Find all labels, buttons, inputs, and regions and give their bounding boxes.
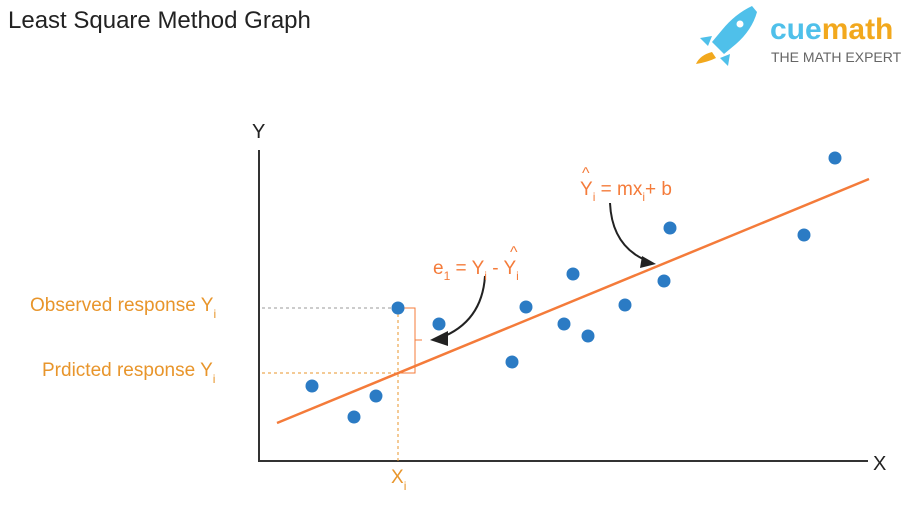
rocket-icon	[696, 6, 757, 66]
data-point	[391, 301, 405, 315]
data-point	[566, 267, 580, 281]
data-point	[557, 317, 571, 331]
line-eq-arrow	[609, 202, 651, 263]
svg-text:cuemath: cuemath	[770, 13, 893, 46]
axes: Y X	[252, 121, 886, 475]
line-equation: Yi = mxi+ b	[580, 179, 672, 204]
error-hat: ^	[510, 244, 518, 261]
data-point	[305, 379, 319, 393]
predicted-label: Prdicted response Yi	[42, 360, 215, 386]
y-axis-label: Y	[252, 121, 265, 143]
xi-label: Xi	[391, 467, 406, 493]
error-arrow	[439, 275, 486, 339]
data-point	[828, 151, 842, 165]
data-point	[618, 298, 632, 312]
data-point	[657, 274, 671, 288]
data-points	[305, 151, 842, 424]
error-equation: e1 = Yi - Yi	[433, 258, 519, 283]
line-eq-hat: ^	[582, 165, 590, 182]
diagram-title: Least Square Method Graph	[8, 7, 311, 34]
data-point	[505, 355, 519, 369]
data-point	[519, 300, 533, 314]
logo-cue: cue	[770, 13, 822, 46]
logo-math: math	[822, 13, 894, 46]
data-point	[347, 410, 361, 424]
regression-line	[276, 177, 870, 425]
guides	[262, 307, 422, 461]
data-point	[663, 221, 677, 235]
data-point	[432, 317, 446, 331]
x-axis-label: X	[873, 453, 886, 475]
logo-tagline: THE MATH EXPERT	[771, 49, 902, 65]
cuemath-logo: cuemath THE MATH EXPERT	[696, 6, 902, 66]
residual-bracket	[398, 307, 422, 374]
data-point	[369, 389, 383, 403]
observed-label: Observed response Yi	[30, 295, 216, 321]
data-point	[581, 329, 595, 343]
data-point	[797, 228, 811, 242]
arrows	[430, 202, 656, 346]
